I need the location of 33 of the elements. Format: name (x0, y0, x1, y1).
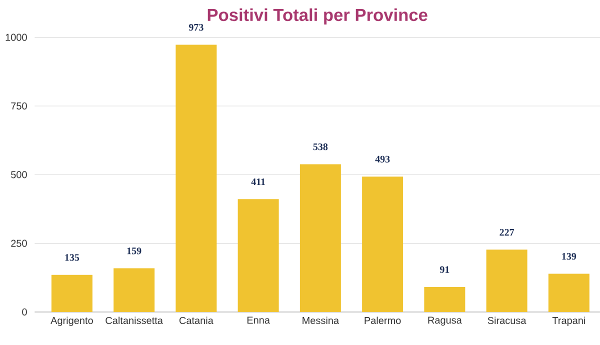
x-tick-label: Palermo (364, 316, 401, 324)
x-tick-label: Enna (247, 316, 270, 324)
bar (300, 164, 341, 312)
y-tick-label: 750 (11, 102, 27, 110)
x-tick-label: Agrigento (50, 316, 93, 326)
data-label: 139 (562, 253, 576, 260)
bar (486, 250, 528, 312)
x-tick-label: Ragusa (428, 316, 462, 326)
data-label: 227 (500, 228, 514, 236)
x-tick-label: Trapani (552, 316, 586, 326)
data-label: 411 (251, 178, 266, 186)
data-label: 159 (127, 248, 142, 254)
bar (176, 44, 217, 312)
x-tick-label: Siracusa (488, 316, 526, 324)
data-label: 538 (313, 143, 328, 150)
data-label: 973 (188, 24, 204, 31)
y-tick-label: 500 (11, 171, 27, 178)
bar (51, 274, 92, 312)
bar (362, 176, 404, 312)
bar (114, 268, 155, 312)
y-tick-label: 250 (11, 240, 27, 247)
chart-title: Positivi Totali per Province (208, 8, 428, 25)
y-tick-label: 0 (22, 308, 27, 316)
x-tick-label: Caltanissetta (106, 316, 163, 324)
data-label: 493 (375, 156, 390, 163)
x-tick-label: Messina (302, 316, 340, 324)
x-tick-label: Catania (179, 316, 214, 324)
data-label: 91 (440, 266, 450, 273)
bar (548, 274, 590, 312)
y-tick-label: 1000 (6, 34, 27, 41)
data-label: 135 (65, 254, 80, 261)
bar (238, 199, 279, 312)
bar (424, 286, 466, 312)
